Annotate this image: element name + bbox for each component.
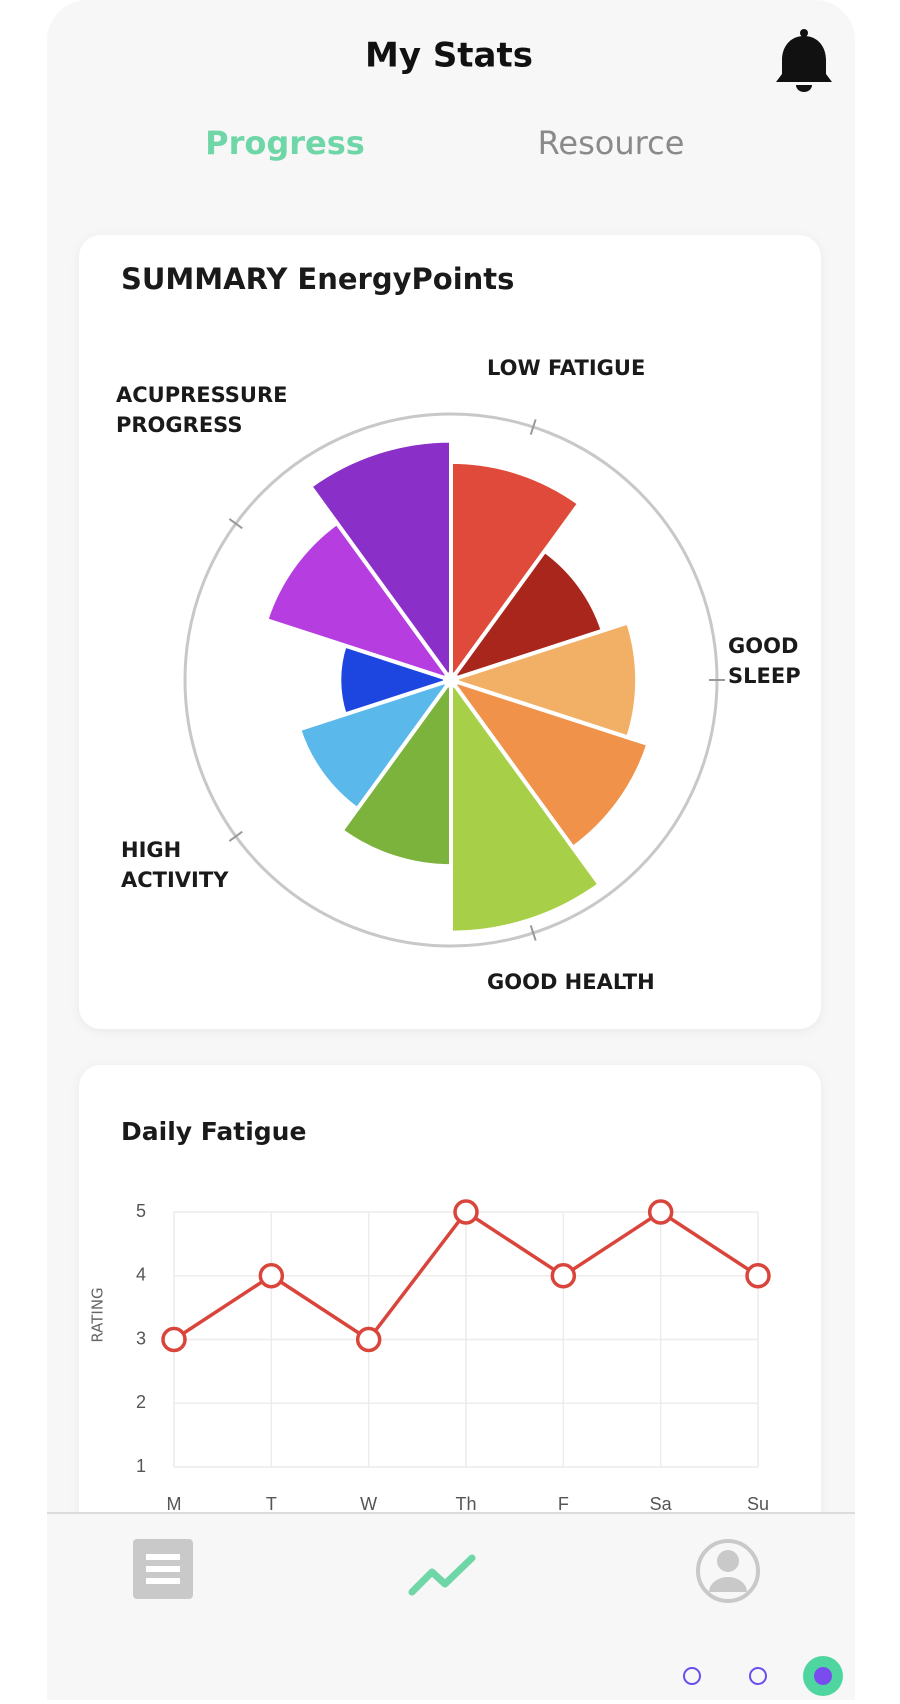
x-tick-label: Su: [747, 1494, 769, 1514]
x-tick-label: T: [266, 1494, 277, 1514]
ring-tick: [228, 830, 243, 842]
tab-resource[interactable]: Resource: [538, 124, 685, 162]
polar-label: ACUPRESSURE: [116, 383, 288, 407]
y-tick-label: 5: [136, 1201, 146, 1221]
polar-label: LOW FATIGUE: [487, 356, 645, 380]
fatigue-point: [453, 1199, 479, 1225]
page-dot-active-center: [814, 1667, 832, 1685]
y-tick-label: 4: [136, 1265, 146, 1285]
fatigue-point: [355, 1326, 382, 1353]
nav-profile-icon[interactable]: [696, 1539, 760, 1603]
polar-label: GOOD: [728, 634, 798, 658]
polar-chart: LOW FATIGUE GOOD SLEEP GOOD HEALTH HIGH ACTIV…: [116, 356, 801, 994]
polar-label: SLEEP: [728, 664, 801, 688]
tab-progress[interactable]: Progress: [205, 124, 365, 162]
y-tick-label: 2: [136, 1392, 146, 1412]
polar-center: [443, 672, 459, 688]
polar-wedge: [449, 620, 640, 740]
fatigue-point: [647, 1199, 674, 1225]
polar-label: GOOD HEALTH: [487, 970, 655, 994]
x-tick-label: Th: [455, 1494, 476, 1514]
fatigue-point: [550, 1263, 577, 1289]
fatigue-title: Daily Fatigue: [121, 1117, 306, 1146]
notification-bell[interactable]: [776, 29, 832, 92]
nav-progress-icon[interactable]: [408, 1554, 476, 1596]
fatigue-point: [161, 1326, 187, 1353]
page-dot[interactable]: [683, 1667, 701, 1685]
polar-wedge: [449, 678, 602, 935]
x-tick-label: W: [360, 1494, 377, 1514]
ring-tick: [529, 925, 537, 941]
polar-label: PROGRESS: [116, 413, 242, 437]
polar-label: ACTIVITY: [121, 868, 229, 892]
x-tick-label: M: [167, 1494, 182, 1514]
polar-wedge: [449, 678, 651, 850]
fatigue-card: [79, 1065, 821, 1585]
polar-wedge: [264, 520, 453, 682]
page-dot[interactable]: [749, 1667, 767, 1685]
ring-tick: [228, 518, 243, 530]
polar-wedge: [297, 678, 453, 812]
fatigue-point: [745, 1263, 771, 1289]
polar-wedge: [449, 459, 582, 682]
polar-label: HIGH: [121, 838, 181, 862]
x-tick-label: Sa: [650, 1494, 673, 1514]
line-chart: 1 2 3 4 5 M T W Th F Sa Su: [136, 1199, 771, 1514]
summary-title: SUMMARY EnergyPoints: [121, 262, 514, 296]
y-tick-label: 1: [136, 1456, 146, 1476]
y-axis-label: RATING: [89, 1287, 107, 1342]
y-tick-label: 3: [136, 1328, 146, 1348]
fatigue-point: [258, 1263, 285, 1289]
nav-list-icon[interactable]: [133, 1539, 193, 1599]
x-tick-label: F: [558, 1494, 569, 1514]
polar-wedge: [339, 678, 453, 869]
ring-tick: [529, 419, 537, 435]
polar-wedge: [308, 438, 453, 682]
header-title: My Stats: [365, 36, 533, 76]
polar-wedge: [449, 548, 605, 682]
